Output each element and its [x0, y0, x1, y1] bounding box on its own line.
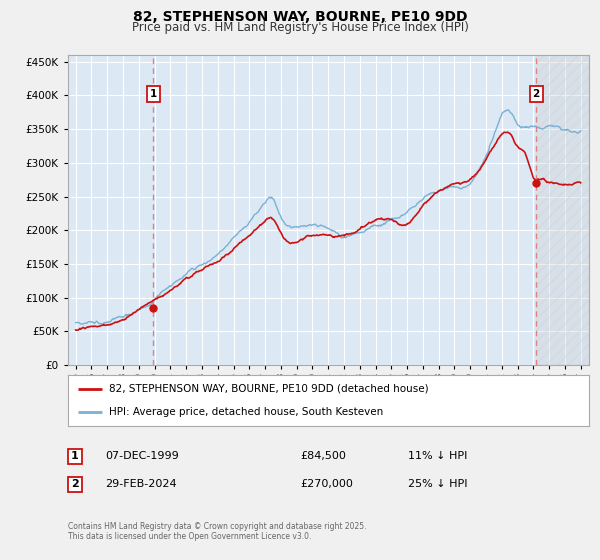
Text: 1: 1: [71, 451, 79, 461]
Text: 11% ↓ HPI: 11% ↓ HPI: [408, 451, 467, 461]
Text: 82, STEPHENSON WAY, BOURNE, PE10 9DD: 82, STEPHENSON WAY, BOURNE, PE10 9DD: [133, 10, 467, 24]
Text: £270,000: £270,000: [300, 479, 353, 489]
Bar: [536, 55, 589, 365]
Text: Contains HM Land Registry data © Crown copyright and database right 2025.
This d: Contains HM Land Registry data © Crown c…: [68, 522, 366, 542]
Text: 07-DEC-1999: 07-DEC-1999: [105, 451, 179, 461]
Text: 25% ↓ HPI: 25% ↓ HPI: [408, 479, 467, 489]
Text: 82, STEPHENSON WAY, BOURNE, PE10 9DD (detached house): 82, STEPHENSON WAY, BOURNE, PE10 9DD (de…: [109, 384, 429, 394]
Text: Price paid vs. HM Land Registry's House Price Index (HPI): Price paid vs. HM Land Registry's House …: [131, 21, 469, 34]
Text: HPI: Average price, detached house, South Kesteven: HPI: Average price, detached house, Sout…: [109, 407, 384, 417]
Text: 1: 1: [150, 88, 157, 99]
Text: 2: 2: [532, 88, 539, 99]
Text: 2: 2: [71, 479, 79, 489]
Text: £84,500: £84,500: [300, 451, 346, 461]
Text: 29-FEB-2024: 29-FEB-2024: [105, 479, 176, 489]
